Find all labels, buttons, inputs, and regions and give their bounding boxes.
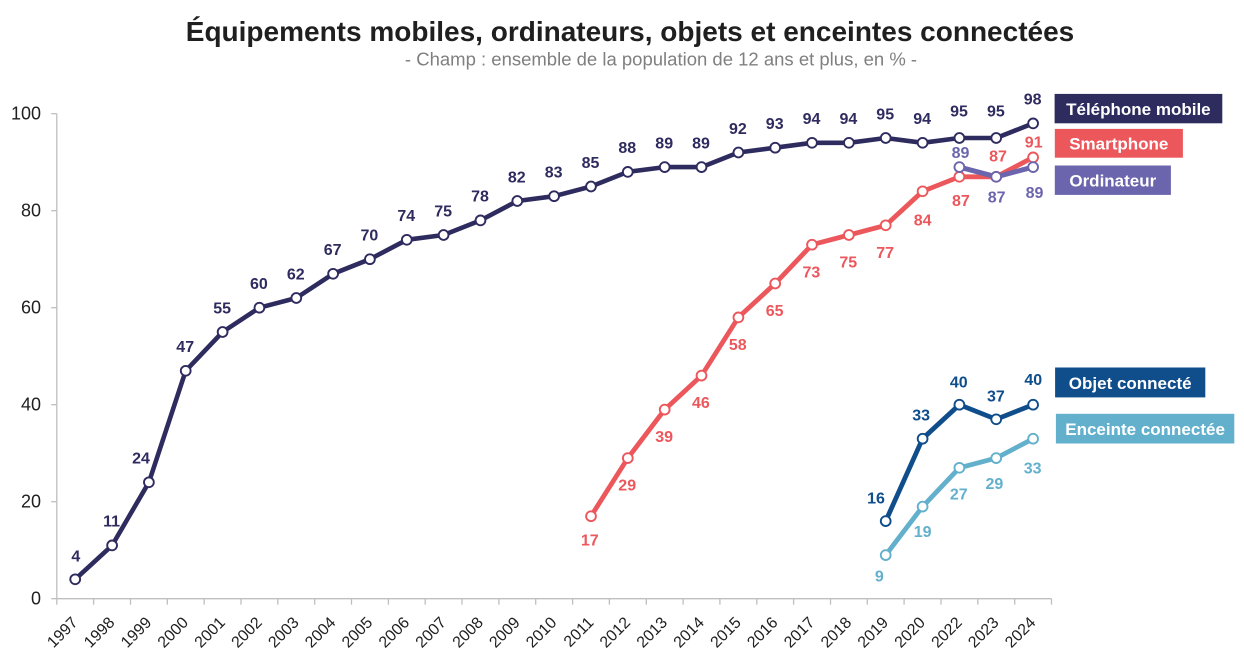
- svg-text:77: 77: [876, 245, 894, 262]
- svg-text:9: 9: [875, 569, 884, 586]
- svg-text:Smartphone: Smartphone: [1069, 135, 1168, 154]
- svg-text:2011: 2011: [561, 614, 597, 650]
- svg-text:65: 65: [766, 303, 784, 320]
- svg-text:95: 95: [950, 103, 968, 120]
- svg-text:2010: 2010: [523, 614, 560, 651]
- svg-text:55: 55: [213, 300, 231, 317]
- svg-text:2004: 2004: [302, 614, 339, 651]
- svg-text:2008: 2008: [450, 614, 487, 651]
- svg-text:92: 92: [729, 121, 747, 138]
- svg-text:94: 94: [803, 111, 821, 128]
- svg-text:87: 87: [989, 148, 1007, 165]
- svg-text:20: 20: [21, 492, 41, 512]
- svg-text:1999: 1999: [118, 614, 155, 651]
- svg-text:62: 62: [287, 266, 305, 283]
- svg-text:29: 29: [618, 478, 636, 495]
- svg-text:82: 82: [508, 169, 526, 186]
- svg-text:2024: 2024: [1002, 614, 1039, 651]
- svg-text:1997: 1997: [44, 614, 81, 651]
- svg-text:33: 33: [912, 408, 930, 425]
- svg-text:16: 16: [867, 490, 885, 507]
- svg-text:2015: 2015: [708, 614, 745, 651]
- svg-text:94: 94: [840, 111, 858, 128]
- svg-text:2001: 2001: [192, 614, 229, 651]
- svg-text:2019: 2019: [855, 614, 892, 651]
- svg-text:93: 93: [766, 116, 784, 133]
- svg-text:37: 37: [987, 389, 1005, 406]
- svg-text:Objet connecté: Objet connecté: [1069, 374, 1192, 393]
- svg-text:Enceinte connectée: Enceinte connectée: [1065, 420, 1225, 439]
- svg-text:89: 89: [692, 135, 710, 152]
- svg-text:2014: 2014: [671, 614, 708, 651]
- svg-text:2002: 2002: [229, 614, 266, 651]
- svg-text:75: 75: [839, 255, 857, 272]
- svg-text:78: 78: [471, 189, 489, 206]
- svg-text:87: 87: [952, 193, 970, 210]
- svg-text:4: 4: [71, 548, 80, 565]
- svg-text:2000: 2000: [155, 614, 192, 651]
- svg-text:2023: 2023: [965, 614, 1002, 651]
- svg-text:27: 27: [950, 486, 968, 503]
- svg-text:2017: 2017: [781, 614, 818, 651]
- svg-text:40: 40: [950, 374, 968, 391]
- svg-text:89: 89: [655, 135, 673, 152]
- svg-text:19: 19: [914, 524, 932, 541]
- svg-text:40: 40: [1024, 372, 1042, 389]
- svg-text:Téléphone mobile: Téléphone mobile: [1066, 100, 1211, 119]
- svg-text:67: 67: [324, 242, 342, 259]
- svg-text:2003: 2003: [265, 614, 302, 651]
- svg-text:2013: 2013: [634, 614, 671, 651]
- svg-text:87: 87: [988, 189, 1006, 206]
- svg-text:91: 91: [1025, 135, 1043, 152]
- svg-text:1998: 1998: [81, 614, 118, 651]
- svg-text:84: 84: [914, 213, 932, 230]
- svg-text:95: 95: [987, 104, 1005, 121]
- svg-text:33: 33: [1024, 461, 1042, 478]
- svg-text:2012: 2012: [597, 614, 634, 651]
- svg-text:2016: 2016: [744, 614, 781, 651]
- svg-text:60: 60: [21, 298, 41, 318]
- svg-text:75: 75: [434, 203, 452, 220]
- svg-text:89: 89: [952, 145, 970, 162]
- svg-text:85: 85: [582, 155, 600, 172]
- svg-text:73: 73: [803, 264, 821, 281]
- svg-text:- Champ : ensemble de la popul: - Champ : ensemble de la population de 1…: [405, 49, 917, 70]
- svg-text:46: 46: [692, 395, 710, 412]
- svg-text:2005: 2005: [339, 614, 376, 651]
- svg-text:29: 29: [986, 476, 1004, 493]
- svg-text:58: 58: [729, 337, 747, 354]
- svg-text:95: 95: [876, 106, 894, 123]
- svg-text:98: 98: [1024, 92, 1042, 109]
- svg-text:17: 17: [581, 533, 599, 550]
- svg-text:0: 0: [31, 589, 41, 609]
- svg-text:39: 39: [655, 429, 673, 446]
- svg-text:83: 83: [545, 165, 563, 182]
- svg-text:11: 11: [103, 514, 120, 531]
- svg-text:Ordinateur: Ordinateur: [1069, 172, 1156, 191]
- svg-text:2018: 2018: [818, 614, 855, 651]
- svg-text:100: 100: [11, 104, 41, 124]
- svg-text:2009: 2009: [486, 614, 523, 651]
- svg-text:88: 88: [618, 140, 636, 157]
- svg-text:24: 24: [132, 451, 150, 468]
- svg-text:2022: 2022: [929, 614, 966, 651]
- svg-text:2020: 2020: [892, 614, 929, 651]
- svg-text:Équipements mobiles, ordinateu: Équipements mobiles, ordinateurs, objets…: [186, 16, 1074, 47]
- svg-text:80: 80: [21, 201, 41, 221]
- svg-text:47: 47: [176, 339, 194, 356]
- svg-text:2007: 2007: [413, 614, 450, 651]
- svg-text:94: 94: [913, 111, 931, 128]
- svg-text:40: 40: [21, 395, 41, 415]
- svg-text:2006: 2006: [376, 614, 413, 651]
- svg-text:60: 60: [250, 276, 268, 293]
- svg-text:70: 70: [361, 228, 379, 245]
- svg-text:89: 89: [1026, 185, 1044, 202]
- svg-text:74: 74: [397, 208, 415, 225]
